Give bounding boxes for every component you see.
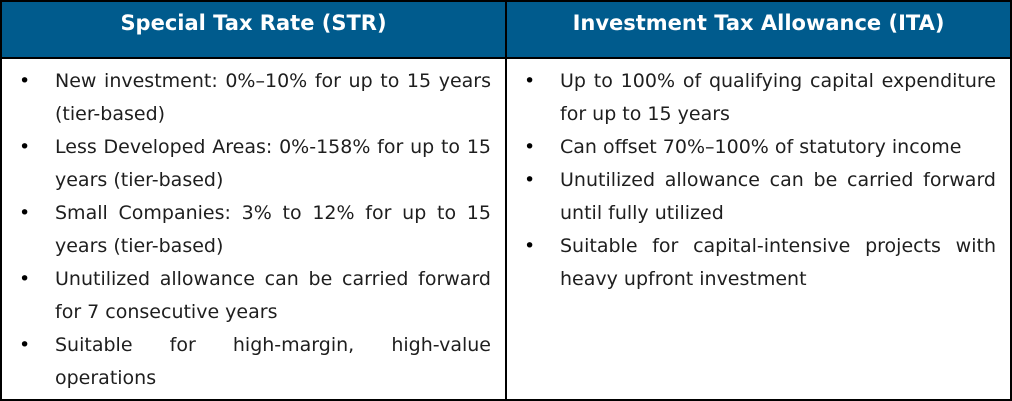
list-item: Can offset 70%–100% of statutory income: [524, 131, 996, 164]
list-item: Up to 100% of qualifying capital expendi…: [524, 65, 996, 131]
list-item: Suitable for high-margin, high-value ope…: [19, 329, 491, 395]
table-body-row: New investment: 0%–10% for up to 15 year…: [2, 59, 1010, 399]
list-item: Small Companies: 3% to 12% for up to 15 …: [19, 197, 491, 263]
list-item: Unutilized allowance can be carried forw…: [19, 263, 491, 329]
column-header-str: Special Tax Rate (STR): [2, 2, 507, 57]
str-bullet-list: New investment: 0%–10% for up to 15 year…: [2, 65, 491, 395]
list-item: Unutilized allowance can be carried forw…: [524, 164, 996, 230]
list-item: Less Developed Areas: 0%-158% for up to …: [19, 131, 491, 197]
str-cell: New investment: 0%–10% for up to 15 year…: [2, 59, 507, 399]
ita-bullet-list: Up to 100% of qualifying capital expendi…: [507, 65, 996, 296]
table-header-row: Special Tax Rate (STR) Investment Tax Al…: [2, 2, 1010, 59]
column-header-ita: Investment Tax Allowance (ITA): [572, 11, 945, 35]
list-item: New investment: 0%–10% for up to 15 year…: [19, 65, 491, 131]
ita-cell: Up to 100% of qualifying capital expendi…: [507, 59, 1010, 399]
list-item: Suitable for capital-intensive projects …: [524, 230, 996, 296]
